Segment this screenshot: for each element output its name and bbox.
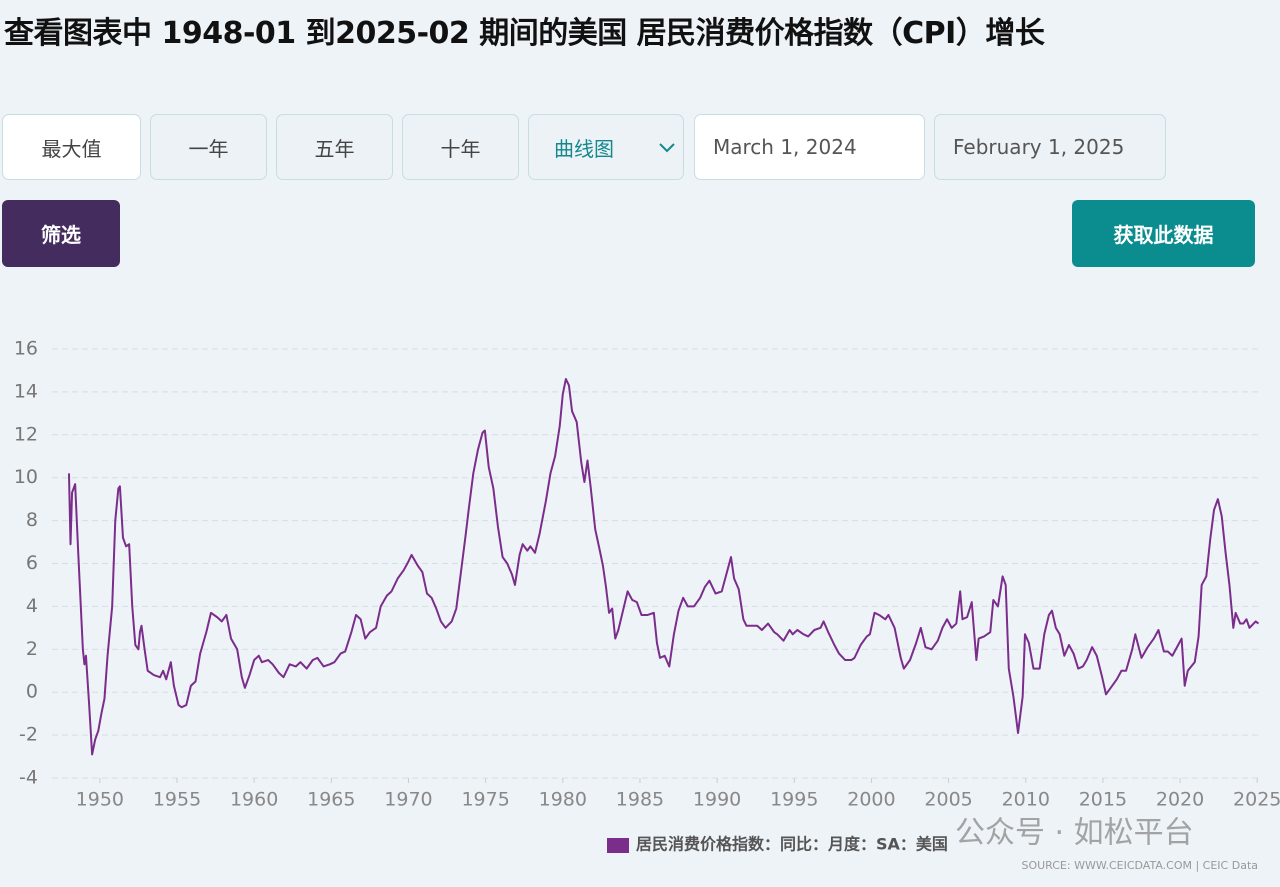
legend-label: 居民消费价格指数：同比：月度：SA：美国 [636, 835, 948, 854]
watermark: 公众号 · 如松平台 [955, 816, 1194, 851]
range-button[interactable]: 最大值 [2, 114, 141, 180]
y-tick-label: -2 [19, 724, 38, 746]
y-tick-label: 4 [26, 595, 38, 617]
y-tick-label: -4 [19, 767, 38, 789]
chart-type-label: 曲线图 [554, 136, 614, 161]
page-title: 查看图表中 1948-01 到2025-02 期间的美国 居民消费价格指数（CP… [4, 16, 1045, 51]
x-tick-label: 1995 [770, 789, 818, 811]
chart-type-select[interactable]: 曲线图 [528, 114, 684, 180]
end-date-input[interactable]: February 1, 2025 [934, 114, 1166, 180]
x-tick-label: 2010 [1002, 789, 1050, 811]
x-tick-label: 2025 [1233, 789, 1280, 811]
y-tick-label: 0 [26, 681, 38, 703]
x-tick-label: 1985 [616, 789, 664, 811]
range-button[interactable]: 一年 [150, 114, 267, 180]
filter-button[interactable]: 筛选 [2, 200, 120, 267]
x-tick-label: 2015 [1079, 789, 1127, 811]
start-date-input[interactable]: March 1, 2024 [694, 114, 925, 180]
y-tick-label: 12 [14, 423, 38, 445]
x-tick-label: 1960 [230, 789, 278, 811]
y-tick-label: 16 [14, 338, 38, 360]
y-tick-label: 14 [14, 380, 38, 402]
x-tick-label: 1950 [76, 789, 124, 811]
x-tick-label: 1980 [539, 789, 587, 811]
chevron [659, 143, 675, 153]
x-tick-label: 1970 [384, 789, 432, 811]
legend-swatch [607, 838, 629, 853]
x-tick-label: 1990 [693, 789, 741, 811]
x-tick-label: 1965 [307, 789, 355, 811]
source-note: SOURCE: WWW.CEICDATA.COM | CEIC Data [1021, 859, 1258, 872]
get-data-button[interactable]: 获取此数据 [1072, 200, 1255, 267]
x-tick-label: 2020 [1156, 789, 1204, 811]
x-tick-label: 1955 [153, 789, 201, 811]
y-tick-label: 2 [26, 638, 38, 660]
x-tick-label: 2000 [847, 789, 895, 811]
x-tick-label: 1975 [461, 789, 509, 811]
range-button[interactable]: 十年 [402, 114, 519, 180]
y-tick-label: 8 [26, 509, 38, 531]
x-tick-label: 2005 [924, 789, 972, 811]
y-tick-label: 6 [26, 552, 38, 574]
y-tick-label: 10 [14, 466, 38, 488]
range-button[interactable]: 五年 [276, 114, 393, 180]
data-line [67, 378, 1260, 756]
